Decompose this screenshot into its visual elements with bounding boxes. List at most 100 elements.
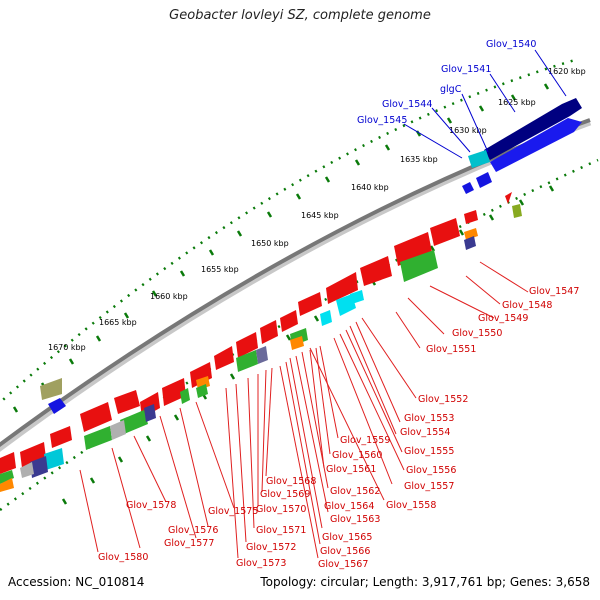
tick-label: 1640 kbp bbox=[351, 183, 389, 192]
gene-arrow bbox=[214, 346, 234, 370]
gene-label: Glov_1545 bbox=[357, 115, 407, 126]
gene-label: Glov_1561 bbox=[326, 464, 376, 475]
outer-ticks bbox=[12, 83, 550, 413]
gene-arrow bbox=[320, 310, 332, 326]
gene-label: Glov_1576 bbox=[168, 525, 218, 536]
gene-label: Glov_1572 bbox=[246, 542, 296, 553]
gene-arrow bbox=[196, 384, 208, 398]
gene-label: Glov_1570 bbox=[256, 504, 306, 515]
gene-arrow bbox=[464, 236, 476, 250]
gene-arrow bbox=[360, 256, 392, 286]
gene-label: Glov_1573 bbox=[236, 558, 286, 569]
tick-label: 1625 kbp bbox=[498, 98, 536, 107]
gene-label: Glov_1558 bbox=[386, 500, 436, 511]
gene-label: Glov_1540 bbox=[486, 39, 536, 50]
gene-arrow bbox=[144, 404, 156, 422]
gene-arrow bbox=[326, 272, 358, 304]
genome-summary: Topology: circular; Length: 3,917,761 bp… bbox=[260, 575, 590, 589]
gene-arrow bbox=[110, 420, 126, 440]
gene-label: Glov_1568 bbox=[266, 476, 316, 487]
gene-label: Glov_1566 bbox=[320, 546, 370, 557]
gene-arrow bbox=[236, 350, 258, 372]
gene-arrow bbox=[84, 426, 112, 450]
gene-arrow bbox=[0, 478, 14, 492]
gene-label: Glov_1547 bbox=[529, 286, 579, 297]
gene-label: Glov_1564 bbox=[324, 501, 374, 512]
gene-arrow bbox=[48, 398, 66, 414]
gene-label: Glov_1550 bbox=[452, 328, 502, 339]
gene-arrow bbox=[350, 290, 364, 304]
gene-arrow bbox=[180, 388, 190, 404]
gene-arrow bbox=[114, 390, 140, 414]
gene-arrow bbox=[400, 250, 438, 282]
tick-label: 1645 kbp bbox=[301, 211, 339, 220]
gene-arrow bbox=[190, 362, 212, 388]
gene-label: Glov_1567 bbox=[318, 559, 368, 570]
gene-arrow bbox=[236, 332, 258, 358]
gene-label: Glov_1562 bbox=[330, 486, 380, 497]
gene-label: Glov_1541 bbox=[441, 64, 491, 75]
gene-label: Glov_1569 bbox=[260, 489, 310, 500]
gene-arrow bbox=[256, 346, 268, 364]
gene-arrow bbox=[260, 320, 278, 344]
gene-label: Glov_1553 bbox=[404, 413, 454, 424]
gene-arrow bbox=[468, 150, 490, 168]
gene-arrow bbox=[162, 378, 186, 406]
gene-label: Glov_1565 bbox=[322, 532, 372, 543]
gene-label: glgC bbox=[440, 84, 462, 95]
accession-label: Accession: NC_010814 bbox=[8, 575, 145, 589]
blue-connectors bbox=[403, 49, 567, 159]
gene-label: Glov_1577 bbox=[164, 538, 214, 549]
gene-arrow bbox=[20, 442, 46, 468]
inner-features bbox=[0, 204, 522, 492]
gene-label: Glov_1544 bbox=[382, 99, 432, 110]
gene-arrow bbox=[490, 118, 582, 172]
gene-arrow bbox=[430, 218, 460, 246]
gene-arrow bbox=[464, 228, 478, 240]
tick-label: 1650 kbp bbox=[251, 239, 289, 248]
backbone-shadow bbox=[0, 118, 592, 452]
gene-arrow bbox=[120, 410, 148, 434]
gene-arrow bbox=[30, 456, 48, 478]
gene-label: Glov_1557 bbox=[404, 481, 454, 492]
gene-arrow bbox=[0, 452, 16, 474]
gene-arrow bbox=[512, 204, 522, 218]
gene-label: Glov_1552 bbox=[418, 394, 468, 405]
gene-arrow bbox=[298, 292, 322, 316]
gene-arrow bbox=[462, 182, 474, 194]
gene-arrow bbox=[336, 294, 356, 316]
red-connectors bbox=[79, 261, 529, 559]
gene-label: Glov_1578 bbox=[126, 500, 176, 511]
gene-arrow bbox=[394, 232, 432, 266]
gene-label: Glov_1571 bbox=[256, 525, 306, 536]
reverse-features bbox=[40, 98, 582, 414]
gene-arrow bbox=[0, 470, 14, 484]
gene-label: Glov_1548 bbox=[502, 300, 552, 311]
gene-label: Glov_1563 bbox=[330, 514, 380, 525]
gene-arrow bbox=[464, 210, 478, 224]
gene-arrow bbox=[40, 378, 62, 400]
gene-arrow bbox=[50, 426, 72, 448]
gene-label: Glov_1549 bbox=[478, 313, 528, 324]
gene-arrow bbox=[476, 172, 492, 188]
tick-label: 1630 kbp bbox=[449, 126, 487, 135]
gene-arrow bbox=[280, 310, 298, 332]
gene-arrow bbox=[484, 98, 582, 160]
tick-label: 1620 kbp bbox=[548, 67, 586, 76]
tick-label: 1670 kbp bbox=[48, 343, 86, 352]
gene-arrow bbox=[20, 462, 34, 478]
gene-label: Glov_1554 bbox=[400, 427, 450, 438]
gene-label: Glov_1551 bbox=[426, 344, 476, 355]
gene-label: Glov_1560 bbox=[332, 450, 382, 461]
gene-label: Glov_1556 bbox=[406, 465, 456, 476]
tick-label: 1655 kbp bbox=[201, 265, 239, 274]
gene-arrow bbox=[80, 402, 112, 432]
gene-label: Glov_1580 bbox=[98, 552, 148, 563]
gene-label: Glov_1559 bbox=[340, 435, 390, 446]
tick-label: 1660 kbp bbox=[150, 292, 188, 301]
map-title: Geobacter lovleyi SZ, complete genome bbox=[169, 8, 431, 23]
tick-label: 1665 kbp bbox=[99, 318, 137, 327]
gene-label: Glov_1575 bbox=[208, 506, 258, 517]
